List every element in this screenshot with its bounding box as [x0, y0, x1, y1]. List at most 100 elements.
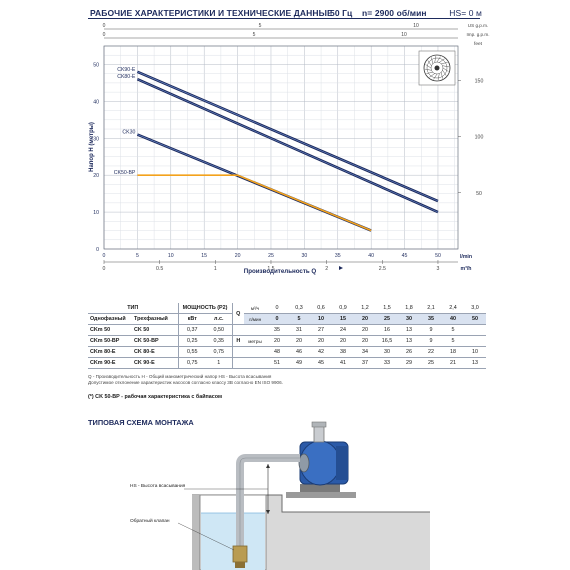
q-m3h-3: 0,9: [332, 303, 355, 314]
impeller-blade: [425, 68, 432, 71]
head-value: 48: [266, 346, 289, 358]
q-lmin-0: 0: [266, 313, 289, 325]
feet-ticks: 50 100 150: [458, 78, 484, 197]
head-value: 20: [266, 335, 289, 347]
impeller-blade: [436, 56, 441, 63]
suction-height-label: HS= 0 м: [449, 8, 482, 18]
table-subheader-row: Однофазный Трехфазный кВт л.с. л/мин 0 5…: [88, 313, 487, 325]
m3h-tick-label: 1: [214, 266, 217, 272]
feet-unit: feet: [474, 41, 483, 47]
impeller-blade: [433, 73, 438, 80]
impeller-blade: [442, 65, 449, 68]
y-tick-label: 30: [93, 136, 99, 142]
usgpm-unit: US g.p.m.: [468, 23, 488, 28]
x-tick-label: 30: [301, 253, 307, 259]
x-tick-label: 25: [268, 253, 274, 259]
motor-fins: [336, 446, 348, 480]
impeller-blade: [442, 70, 447, 76]
impeller-blade: [429, 73, 435, 78]
power-kw: 0,75: [177, 357, 207, 369]
m3h-ticks: 0 0.5 1 1.5 2 2.5 3: [103, 260, 440, 272]
check-valve: [232, 545, 248, 563]
th-h-spacer: [231, 357, 245, 369]
th-type: ТИП: [88, 303, 179, 314]
power-hp: 0,35: [206, 335, 233, 347]
table-header-row: ТИП МОЩНОСТЬ (P2) Q м³/ч 0 0,3 0,6 0,9 1…: [88, 303, 487, 325]
head-value: 37: [354, 357, 377, 369]
x-axis-arrow: [339, 266, 343, 270]
x-tick-label: 50: [435, 253, 441, 259]
impgpm-tick-0: 0: [103, 32, 106, 38]
x-tick-label: 20: [235, 253, 241, 259]
head-value: 30: [376, 346, 399, 358]
th-h: [231, 324, 245, 336]
impeller-blade: [426, 71, 433, 74]
head-value: 34: [354, 346, 377, 358]
bypass-note: (*) CK 50-BP - рабочая характеристика с …: [88, 394, 222, 400]
usgpm-tick-2: 10: [413, 23, 419, 29]
q-m3h-0: 0: [266, 303, 289, 314]
q-lmin-5: 25: [376, 313, 399, 325]
q-m3h-5: 1,5: [376, 303, 399, 314]
head-value: [464, 335, 487, 347]
series-label-ck30: CK30: [122, 130, 135, 136]
q-m3h-8: 2,4: [442, 303, 465, 314]
model-single-phase: CKm 50: [88, 324, 132, 336]
impeller-icon: [423, 54, 451, 82]
head-value: 46: [288, 346, 311, 358]
x-tick-label: 0: [103, 253, 106, 259]
impeller-blade: [442, 67, 449, 72]
pump-foot: [300, 484, 340, 492]
h-unit: [244, 357, 267, 369]
feet-tick-label: 50: [476, 191, 482, 197]
model-three-phase: CK 80-E: [132, 346, 179, 358]
h-unit: метры: [244, 335, 267, 347]
header-rule: [88, 18, 480, 19]
head-value: 13: [464, 357, 487, 369]
y-tick-label: 10: [93, 210, 99, 216]
table-row: CKm 80-E CK 80-E 0,55 0,75 48 46 42 38 34 30 26 22 1…: [88, 346, 487, 358]
model-three-phase: CK 50-BP: [132, 335, 179, 347]
head-value: 45: [310, 357, 333, 369]
head-value: 20: [354, 324, 377, 336]
feet-tick-label: 150: [475, 78, 484, 84]
th-q: Q: [231, 303, 245, 325]
head-value: 25: [420, 357, 443, 369]
valve-label-leader: [177, 522, 235, 551]
th-m3h-unit: м³/ч: [244, 303, 267, 314]
power-hp: 0,75: [206, 346, 233, 358]
q-m3h-2: 0,6: [310, 303, 333, 314]
head-value: 5: [442, 335, 465, 347]
head-value: 9: [420, 324, 443, 336]
impeller-blade: [434, 56, 437, 63]
head-value: 13: [398, 335, 421, 347]
hs-label: HS - Высота всасывания: [130, 483, 186, 489]
head-value: 16,5: [376, 335, 399, 347]
x-ticks: 0 5 10 15 20 25 30 35 40 45 50: [103, 253, 441, 259]
valve-label: Обратный клапан: [130, 517, 170, 524]
check-valve-strainer: [235, 562, 245, 568]
y-tick-label: 0: [96, 247, 99, 253]
usgpm-tick-0: 0: [103, 23, 106, 29]
chart-grid: [103, 45, 458, 250]
head-value: 38: [332, 346, 355, 358]
model-three-phase: CK 90-E: [132, 357, 179, 369]
model-three-phase: CK 50: [132, 324, 179, 336]
head-value: 22: [420, 346, 443, 358]
model-single-phase: CKm 80-E: [88, 346, 132, 358]
head-value: 31: [288, 324, 311, 336]
th-h-spacer: H: [231, 335, 245, 347]
head-value: 20: [332, 335, 355, 347]
head-value: 9: [420, 335, 443, 347]
notes-line-1: Q - Производительность H - Общий маномет…: [88, 374, 272, 379]
head-value: 20: [310, 335, 333, 347]
y-axis-label: Напор H (метры): [89, 122, 95, 172]
head-value: 20: [354, 335, 377, 347]
th-kw: кВт: [177, 313, 207, 325]
head-value: 27: [310, 324, 333, 336]
x-tick-label: 45: [402, 253, 408, 259]
impgpm-tick-1: 5: [253, 32, 256, 38]
power-kw: 0,37: [177, 324, 207, 336]
